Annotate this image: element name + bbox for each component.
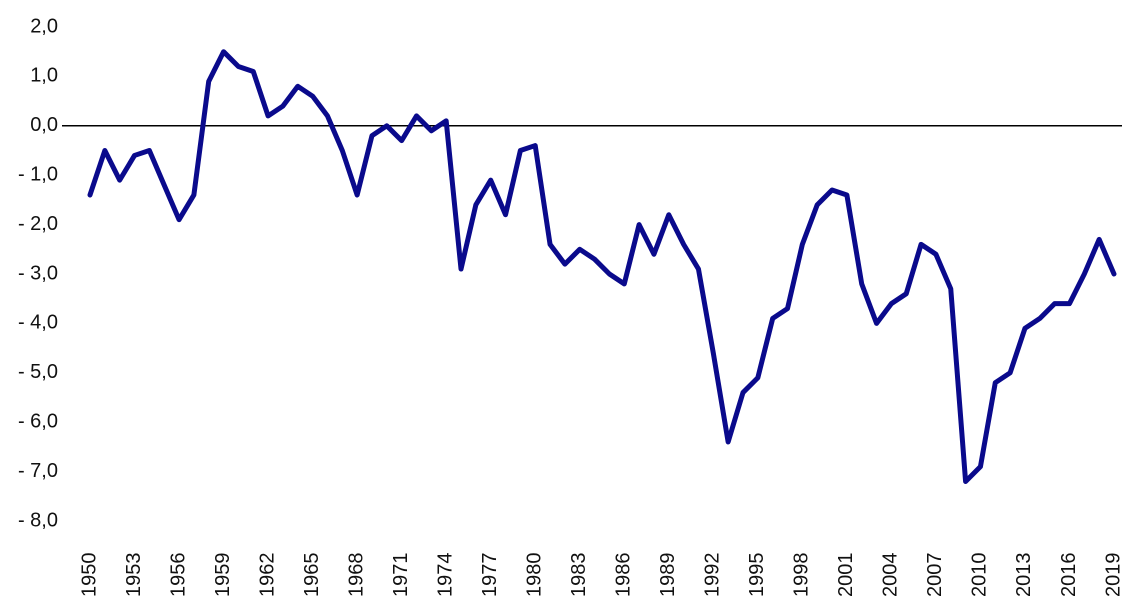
x-tick-label: 1980 <box>523 553 545 598</box>
x-tick-label: 1956 <box>167 553 189 598</box>
y-tick-label: - 4,0 <box>18 312 58 334</box>
y-tick-label: - 3,0 <box>18 262 58 284</box>
x-tick-label: 1992 <box>702 553 724 598</box>
x-tick-label: 1983 <box>568 553 590 598</box>
x-tick-label: 1989 <box>657 553 679 598</box>
x-tick-label: 1998 <box>791 553 813 598</box>
x-tick-label: 1986 <box>613 553 635 598</box>
y-tick-label: - 8,0 <box>18 509 58 531</box>
x-tick-label: 1971 <box>390 553 412 598</box>
x-tick-label: 1995 <box>746 553 768 598</box>
x-tick-label: 1950 <box>78 553 100 598</box>
x-tick-label: 2007 <box>924 553 946 598</box>
x-tick-label: 1953 <box>123 553 145 598</box>
y-tick-label: - 7,0 <box>18 460 58 482</box>
x-tick-label: 1968 <box>345 553 367 598</box>
y-tick-label: 2,0 <box>30 15 58 37</box>
x-tick-label: 2013 <box>1013 553 1035 598</box>
x-tick-label: 2019 <box>1102 553 1124 598</box>
y-tick-label: 0,0 <box>30 114 58 136</box>
x-tick-label: 1974 <box>434 553 456 598</box>
x-tick-label: 1959 <box>212 553 234 598</box>
y-tick-label: - 2,0 <box>18 213 58 235</box>
x-tick-label: 1962 <box>256 553 278 598</box>
x-tick-label: 1965 <box>301 553 323 598</box>
y-tick-label: - 6,0 <box>18 410 58 432</box>
line <box>87 49 1117 484</box>
y-tick-label: 1,0 <box>30 65 58 87</box>
y-tick-label: - 1,0 <box>18 163 58 185</box>
x-tick-label: 1977 <box>479 553 501 598</box>
x-tick-label: 2004 <box>880 553 902 598</box>
x-tick-label: 2010 <box>969 553 991 598</box>
x-tick-label: 2016 <box>1058 553 1080 598</box>
y-tick-label: - 5,0 <box>18 361 58 383</box>
x-tick-label: 2001 <box>835 553 857 598</box>
